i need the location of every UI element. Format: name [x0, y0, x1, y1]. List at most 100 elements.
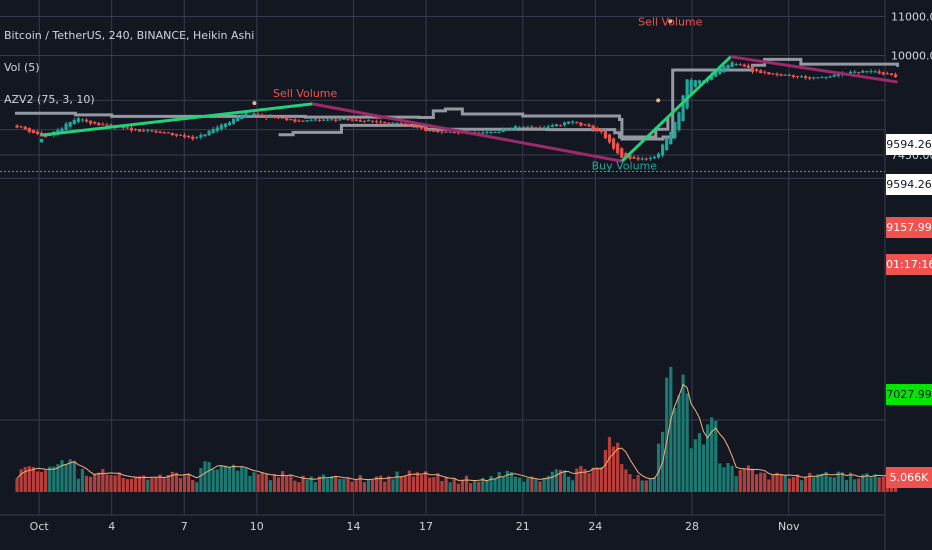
volume-bar [656, 443, 661, 492]
candle-body [276, 116, 281, 119]
volume-bar [755, 474, 759, 492]
candle-body [873, 71, 877, 73]
candle-body [297, 120, 301, 122]
volume-bar [869, 477, 873, 492]
signal-dot [656, 98, 661, 103]
volume-bar [260, 472, 264, 492]
candle-body [272, 116, 277, 118]
volume-bar [701, 444, 706, 492]
volume-bar [428, 477, 432, 492]
volume-bar [710, 417, 714, 492]
volume-legend[interactable]: Vol (5) [4, 61, 40, 74]
candle-body [493, 132, 497, 134]
candle-body [182, 135, 187, 138]
volume-bar [501, 477, 505, 492]
candle-body [166, 132, 170, 134]
volume-bar [767, 479, 771, 492]
candle-body [174, 133, 178, 136]
candle-body [869, 71, 873, 73]
price-axis-label: 10000.00 [891, 50, 932, 63]
candle-body [362, 121, 366, 123]
candle-body [403, 123, 407, 125]
candle-body [501, 128, 505, 132]
candle-body [697, 80, 702, 84]
candle-body [542, 127, 546, 129]
volume-bar [468, 483, 473, 492]
volume-bar [485, 480, 489, 492]
volume-tag: 5.066K [886, 467, 932, 488]
volume-bar [836, 471, 840, 492]
candle-body [595, 127, 599, 131]
candle-body [215, 127, 219, 132]
candle-body [93, 122, 97, 124]
candle-body [125, 127, 129, 129]
volume-bar [513, 476, 518, 492]
volume-bar [607, 437, 612, 492]
volume-bar [109, 475, 113, 492]
candle-body [199, 134, 203, 138]
candle-body [799, 76, 804, 78]
volume-bar [105, 474, 109, 492]
volume-bar [693, 439, 697, 492]
volume-bar [133, 477, 138, 492]
volume-bar [27, 466, 31, 492]
volume-bar [677, 395, 681, 492]
volume-bar [56, 464, 60, 492]
candle-body [121, 126, 125, 129]
volume-bar [575, 468, 579, 492]
candle-body [31, 130, 35, 133]
candle-body [632, 156, 636, 159]
candle-body [665, 138, 669, 151]
candle-body [734, 64, 738, 66]
candle-body [432, 129, 436, 132]
volume-bar [579, 466, 583, 492]
volume-bar [497, 472, 501, 492]
candle-body [178, 134, 183, 136]
volume-bar [799, 480, 804, 492]
candle-body [325, 119, 330, 121]
volume-bar [187, 473, 191, 492]
volume-bar [121, 477, 125, 492]
azv-legend[interactable]: AZV2 (75, 3, 10) [4, 93, 95, 106]
candle-body [154, 130, 158, 133]
candle-body [620, 148, 624, 158]
candle-body [808, 77, 812, 79]
candle-body [424, 127, 428, 131]
candle-body [546, 126, 550, 128]
volume-bar [828, 476, 832, 492]
candle-body [415, 125, 420, 128]
volume-bar [178, 478, 183, 492]
candle-body [440, 131, 444, 133]
volume-bar [705, 424, 710, 492]
volume-bar [362, 482, 366, 492]
symbol-legend[interactable]: Bitcoin / TetherUS, 240, BINANCE, Heikin… [4, 29, 255, 42]
volume-bar [244, 468, 248, 492]
volume-bar [215, 469, 219, 492]
candle-body [616, 143, 620, 154]
candle-body [281, 117, 285, 119]
candle-body [828, 76, 832, 78]
candle-body [607, 134, 612, 143]
volume-bar [481, 477, 485, 492]
candle-body [223, 123, 228, 128]
volume-bar [644, 480, 648, 492]
volume-bar [832, 477, 836, 492]
volume-bar [285, 476, 289, 492]
candle-body [685, 79, 689, 109]
volume-bar [648, 478, 652, 492]
candle-body [76, 118, 80, 123]
volume-bar [603, 449, 608, 492]
candle-body [227, 122, 232, 126]
volume-bar [72, 460, 76, 492]
volume-bar [60, 460, 64, 492]
volume-bar [865, 473, 869, 492]
candle-body [599, 129, 603, 133]
candle-body [848, 71, 853, 74]
candle-body [518, 127, 522, 129]
candle-body [759, 70, 763, 74]
time-axis[interactable]: Oct 4 7 10 14 17 21 24 28 Nov [30, 520, 800, 533]
time-axis-label: 17 [419, 520, 433, 533]
volume-bar [750, 468, 755, 492]
candle-body [783, 74, 787, 76]
